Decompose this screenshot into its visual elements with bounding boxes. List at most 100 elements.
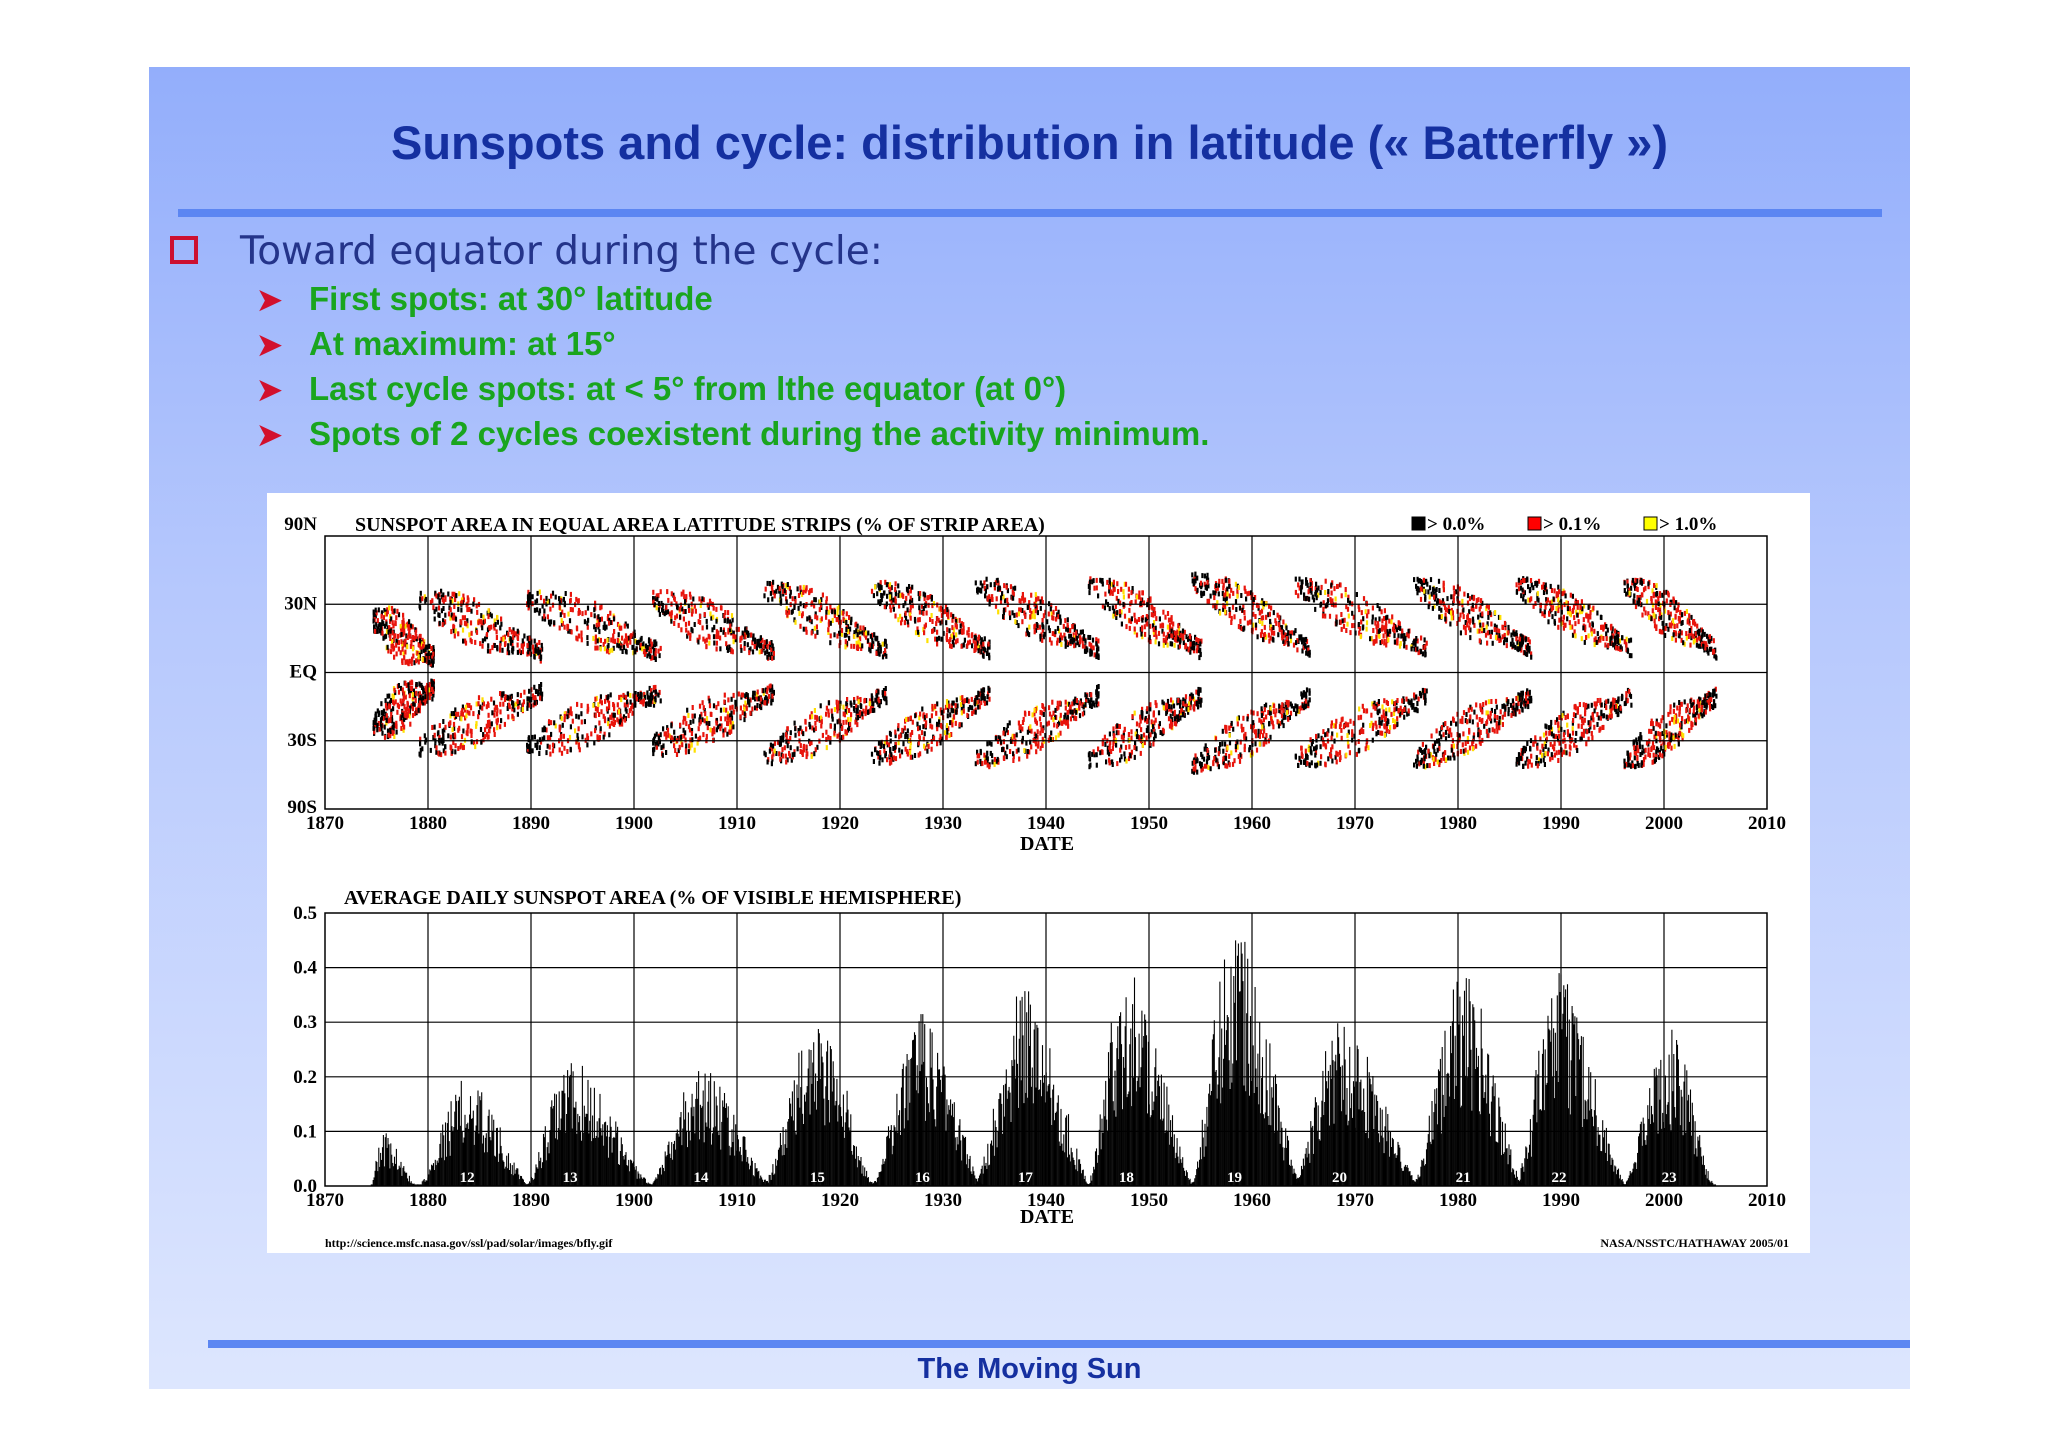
butterfly-mark	[976, 759, 979, 765]
butterfly-mark	[652, 685, 655, 691]
butterfly-mark	[1215, 757, 1218, 763]
butterfly-mark	[1033, 629, 1036, 635]
butterfly-mark	[400, 715, 403, 721]
butterfly-mark	[1050, 603, 1053, 609]
butterfly-mark	[1123, 751, 1126, 757]
butterfly-mark	[665, 750, 668, 755]
butterfly-mark	[411, 624, 414, 630]
butterfly-mark	[1230, 750, 1233, 756]
butterfly-mark	[449, 615, 452, 621]
butterfly-mark	[435, 749, 438, 755]
butterfly-mark	[598, 629, 601, 635]
butterfly-mark	[945, 637, 949, 643]
butterfly-mark	[1130, 729, 1133, 735]
butterfly-mark	[770, 647, 773, 652]
butterfly-mark	[1327, 591, 1330, 597]
butterfly-mark	[658, 689, 661, 695]
butterfly-mark	[997, 609, 1000, 615]
butterfly-mark	[389, 698, 393, 703]
butterfly-mark	[771, 693, 774, 699]
butterfly-mark	[686, 633, 689, 639]
butterfly-mark	[1228, 740, 1232, 746]
butterfly-mark	[679, 722, 682, 728]
butterfly-mark	[424, 598, 427, 604]
butterfly-mark	[722, 728, 725, 734]
butterfly-legend: > 0.0% > 0.1% > 1.0%	[1411, 514, 1717, 535]
butterfly-mark	[1297, 582, 1300, 588]
butterfly-mark	[772, 690, 775, 695]
butterfly-mark	[986, 762, 989, 768]
butterfly-mark	[1357, 603, 1360, 609]
butterfly-mark	[829, 640, 832, 646]
butterfly-mark	[1066, 719, 1069, 725]
butterfly-mark	[930, 713, 933, 719]
butterfly-mark	[586, 742, 589, 748]
butterfly-mark	[481, 625, 484, 631]
butterfly-mark	[854, 719, 857, 725]
butterfly-mark	[726, 715, 729, 721]
butterfly-mark	[1372, 628, 1375, 633]
butterfly-mark	[1093, 752, 1096, 758]
butterfly-mark	[752, 690, 755, 696]
butterfly-mark	[1346, 606, 1350, 612]
butterfly-mark	[526, 643, 529, 649]
butterfly-mark	[1178, 710, 1181, 716]
butterfly-mark	[732, 633, 735, 639]
butterfly-mark	[1383, 723, 1386, 729]
butterfly-mark	[1235, 607, 1238, 612]
butterfly-mark	[1168, 706, 1171, 712]
butterfly-mark	[1236, 588, 1239, 594]
butterfly-mark	[404, 623, 407, 629]
butterfly-mark	[783, 588, 786, 594]
butterfly-mark	[845, 627, 848, 632]
butterfly-mark	[494, 622, 497, 627]
butterfly-mark	[1162, 637, 1165, 643]
butterfly-mark	[825, 609, 828, 615]
butterfly-mark	[618, 719, 621, 725]
butterfly-mark	[689, 632, 692, 638]
butterfly-mark	[1042, 613, 1045, 619]
butterfly-mark	[997, 580, 1000, 586]
butterfly-mark	[940, 619, 943, 625]
butterfly-mark	[1178, 635, 1181, 641]
butterfly-mark	[741, 710, 744, 716]
butterfly-mark	[1054, 714, 1057, 720]
butterfly-mark	[432, 651, 435, 657]
butterfly-mark	[1304, 698, 1307, 704]
butterfly-mark	[731, 649, 734, 655]
butterfly-mark	[1189, 649, 1192, 655]
butterfly-mark	[443, 727, 446, 733]
butterfly-mark	[423, 733, 426, 739]
butterfly-mark	[683, 733, 686, 739]
butterfly-mark	[521, 702, 524, 708]
butterfly-mark	[1197, 691, 1200, 697]
butterfly-mark	[773, 740, 776, 746]
butterfly-mark	[385, 629, 389, 635]
butterfly-mark	[890, 752, 893, 758]
legend-swatch	[1411, 516, 1426, 531]
butterfly-mark	[385, 713, 388, 719]
butterfly-mark	[1419, 649, 1423, 655]
butterfly-mark	[1224, 577, 1228, 583]
butterfly-mark	[1237, 715, 1240, 721]
butterfly-mark	[1178, 643, 1181, 649]
butterfly-mark	[646, 653, 649, 659]
butterfly-mark	[1150, 604, 1153, 610]
butterfly-mark	[558, 600, 561, 606]
butterfly-mark	[477, 701, 480, 707]
butterfly-marks	[372, 571, 1718, 775]
butterfly-mark	[800, 591, 804, 597]
butterfly-mark	[1108, 588, 1111, 594]
butterfly-mark	[1028, 710, 1031, 716]
butterfly-mark	[994, 735, 997, 741]
butterfly-mark	[1165, 635, 1168, 641]
butterfly-mark	[730, 613, 734, 619]
butterfly-mark	[1199, 580, 1203, 586]
butterfly-mark	[781, 589, 785, 594]
butterfly-mark	[515, 631, 518, 637]
butterfly-mark	[539, 595, 543, 601]
butterfly-mark	[1333, 602, 1336, 608]
butterfly-mark	[1108, 577, 1111, 583]
butterfly-mark	[1049, 736, 1052, 742]
butterfly-mark	[709, 711, 712, 717]
